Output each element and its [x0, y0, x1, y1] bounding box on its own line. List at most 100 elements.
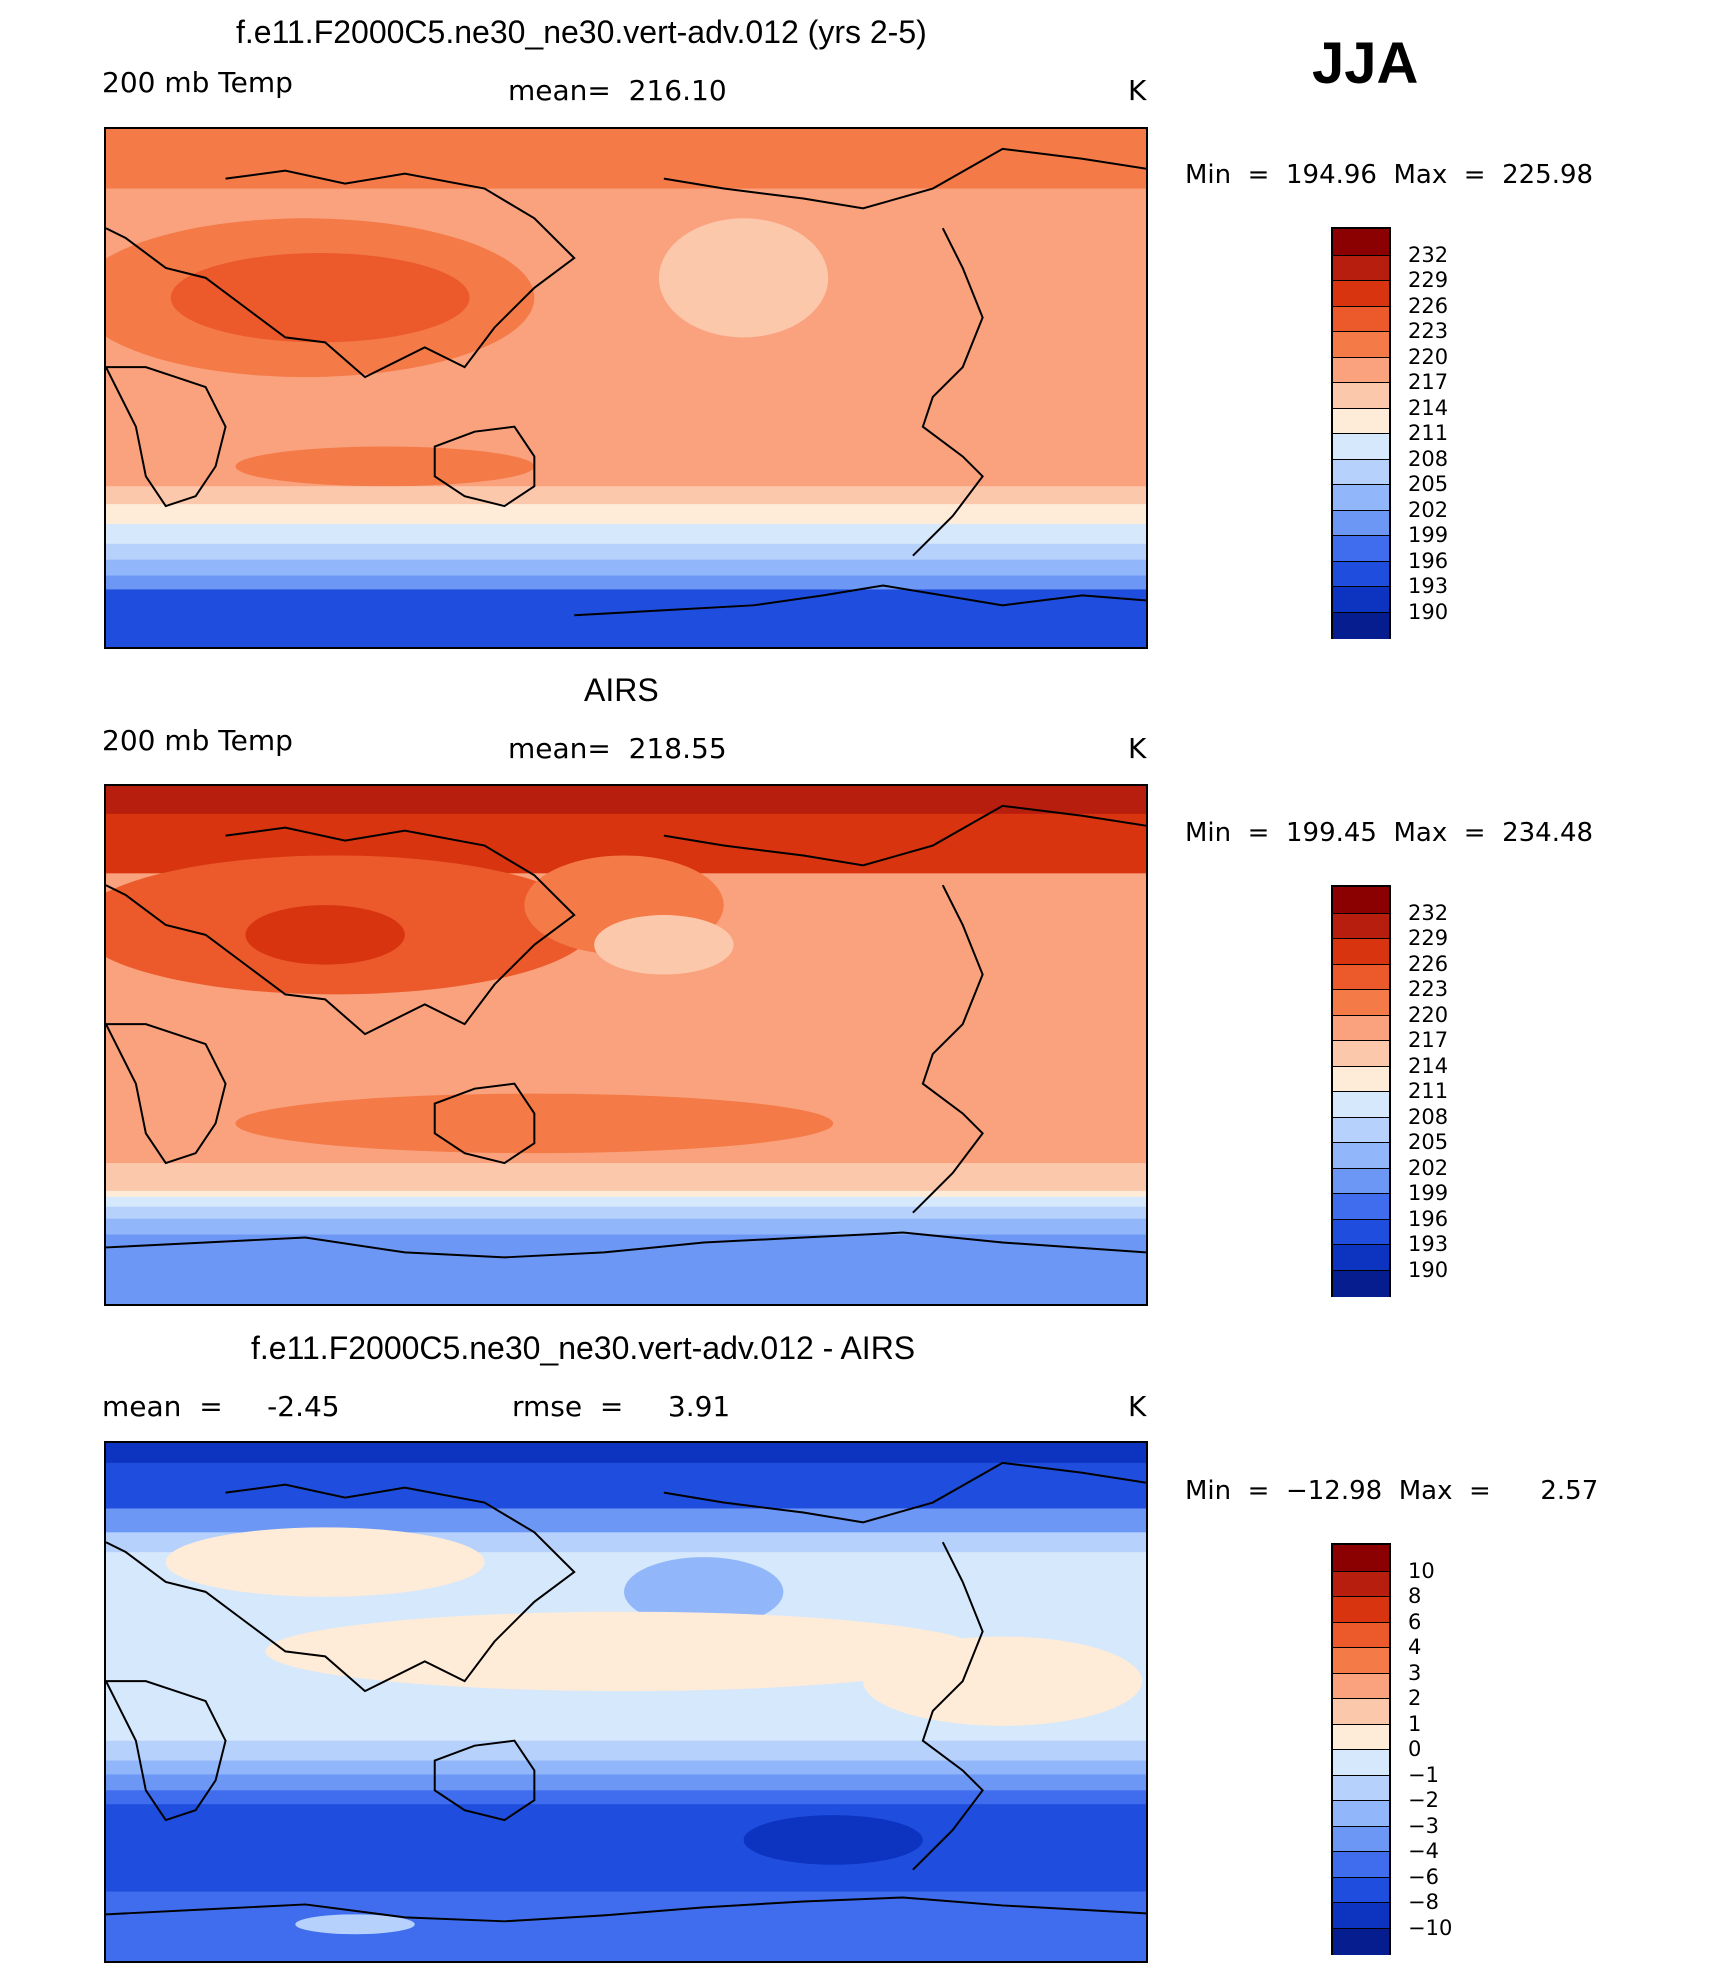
panel-3-rmse-label: rmse = 3.91 [512, 1390, 731, 1423]
colorbar-swatch [1333, 433, 1389, 460]
colorbar-swatch [1333, 535, 1389, 562]
panel-3-title: f.e11.F2000C5.ne30_ne30.vert-adv.012 - A… [251, 1330, 916, 1366]
colorbar-swatch [1333, 1193, 1389, 1220]
colorbar-tick-label: −4 [1408, 1839, 1439, 1863]
colorbar-tick-label: 190 [1408, 1257, 1449, 1282]
colorbar-swatch [1333, 1927, 1389, 1955]
colorbar-tick-label: 211 [1408, 1079, 1449, 1103]
panel-1-contour-field [106, 129, 1146, 647]
colorbar-tick-label: 202 [1408, 497, 1449, 522]
colorbar-tick-label: 193 [1408, 1232, 1449, 1256]
colorbar-swatch [1333, 1142, 1389, 1169]
colorbar-tick-label: 220 [1408, 1002, 1449, 1027]
colorbar-swatch [1333, 1167, 1389, 1195]
colorbar-swatch [1333, 1218, 1389, 1246]
panel-1-title: f.e11.F2000C5.ne30_ne30.vert-adv.012 (yr… [236, 14, 927, 50]
colorbar-swatch [1333, 458, 1389, 486]
colorbar-tick-label: 205 [1408, 1130, 1449, 1154]
panel-3-units-label: K [1128, 1390, 1147, 1423]
colorbar-tick-label: 232 [1408, 900, 1449, 925]
panel-2-colorbar [1331, 885, 1391, 1297]
colorbar-swatch [1333, 382, 1389, 409]
colorbar-swatch [1333, 229, 1389, 255]
colorbar-tick-label: 10 [1408, 1558, 1435, 1583]
colorbar-swatch [1333, 1698, 1389, 1725]
colorbar-tick-label: 223 [1408, 319, 1449, 343]
panel-2-field-label: 200 mb Temp [102, 724, 293, 757]
panel-1-minmax: Min = 194.96 Max = 225.98 [1185, 160, 1594, 190]
colorbar-tick-label: 232 [1408, 242, 1449, 267]
colorbar-swatch [1333, 1040, 1389, 1067]
colorbar-tick-label: 214 [1408, 395, 1449, 420]
colorbar-swatch [1333, 1014, 1389, 1042]
panel-2-contour-field [106, 786, 1146, 1304]
colorbar-swatch [1333, 484, 1389, 511]
colorbar-swatch [1333, 305, 1389, 333]
colorbar-swatch [1333, 1116, 1389, 1144]
season-label: JJA [1312, 31, 1419, 96]
colorbar-tick-label: 214 [1408, 1053, 1449, 1078]
colorbar-swatch [1333, 1269, 1389, 1297]
colorbar-swatch [1333, 1672, 1389, 1700]
panel-3-map [104, 1441, 1148, 1963]
colorbar-swatch [1333, 611, 1389, 639]
panel-2-title: AIRS [584, 672, 659, 708]
colorbar-tick-label: −6 [1408, 1864, 1439, 1889]
colorbar-swatch [1333, 1723, 1389, 1751]
colorbar-swatch [1333, 1876, 1389, 1904]
colorbar-tick-label: 4 [1408, 1635, 1422, 1659]
colorbar-tick-label: 199 [1408, 1181, 1449, 1205]
panel-2-map [104, 784, 1148, 1306]
panel-1-colorbar [1331, 227, 1391, 639]
colorbar-tick-label: 8 [1408, 1584, 1422, 1608]
panel-2-mean-label: mean= 218.55 [508, 732, 727, 765]
colorbar-tick-label: 2 [1408, 1686, 1422, 1710]
colorbar-swatch [1333, 938, 1389, 965]
colorbar-swatch [1333, 1091, 1389, 1118]
colorbar-tick-label: 196 [1408, 1206, 1449, 1231]
colorbar-tick-label: 229 [1408, 926, 1449, 950]
colorbar-swatch [1333, 586, 1389, 613]
colorbar-swatch [1333, 254, 1389, 282]
colorbar-tick-label: −8 [1408, 1890, 1439, 1914]
colorbar-tick-label: 226 [1408, 951, 1449, 976]
panel-2-minmax: Min = 199.45 Max = 234.48 [1185, 818, 1594, 848]
colorbar-tick-label: 217 [1408, 1028, 1449, 1052]
panel-3-minmax: Min = −12.98 Max = 2.57 [1185, 1476, 1599, 1506]
colorbar-tick-label: −2 [1408, 1788, 1439, 1812]
colorbar-swatch [1333, 1647, 1389, 1674]
colorbar-tick-label: 223 [1408, 977, 1449, 1001]
colorbar-swatch [1333, 989, 1389, 1016]
panel-3-colorbar [1331, 1543, 1391, 1955]
panel-3-mean-label: mean = -2.45 [102, 1390, 340, 1423]
colorbar-swatch [1333, 1774, 1389, 1802]
colorbar-swatch [1333, 963, 1389, 991]
colorbar-swatch [1333, 887, 1389, 913]
colorbar-tick-label: 199 [1408, 523, 1449, 547]
colorbar-tick-label: 217 [1408, 370, 1449, 394]
panel-1-mean-label: mean= 216.10 [508, 74, 727, 107]
colorbar-swatch [1333, 509, 1389, 537]
colorbar-tick-label: −1 [1408, 1762, 1439, 1787]
colorbar-swatch [1333, 1545, 1389, 1571]
colorbar-tick-label: 229 [1408, 268, 1449, 292]
colorbar-swatch [1333, 1749, 1389, 1776]
colorbar-swatch [1333, 407, 1389, 435]
colorbar-tick-label: 205 [1408, 472, 1449, 496]
colorbar-swatch [1333, 280, 1389, 307]
colorbar-swatch [1333, 331, 1389, 358]
panel-1-map [104, 127, 1148, 649]
colorbar-swatch [1333, 560, 1389, 588]
colorbar-swatch [1333, 1570, 1389, 1598]
colorbar-tick-label: −3 [1408, 1813, 1439, 1838]
colorbar-tick-label: 220 [1408, 344, 1449, 369]
colorbar-tick-label: 6 [1408, 1609, 1422, 1634]
colorbar-tick-label: 211 [1408, 421, 1449, 445]
colorbar-swatch [1333, 356, 1389, 384]
colorbar-swatch [1333, 1800, 1389, 1827]
colorbar-tick-label: 208 [1408, 1104, 1449, 1129]
colorbar-swatch [1333, 1065, 1389, 1093]
colorbar-tick-label: 0 [1408, 1737, 1422, 1761]
colorbar-tick-label: 208 [1408, 446, 1449, 471]
panel-1-field-label: 200 mb Temp [102, 66, 293, 99]
